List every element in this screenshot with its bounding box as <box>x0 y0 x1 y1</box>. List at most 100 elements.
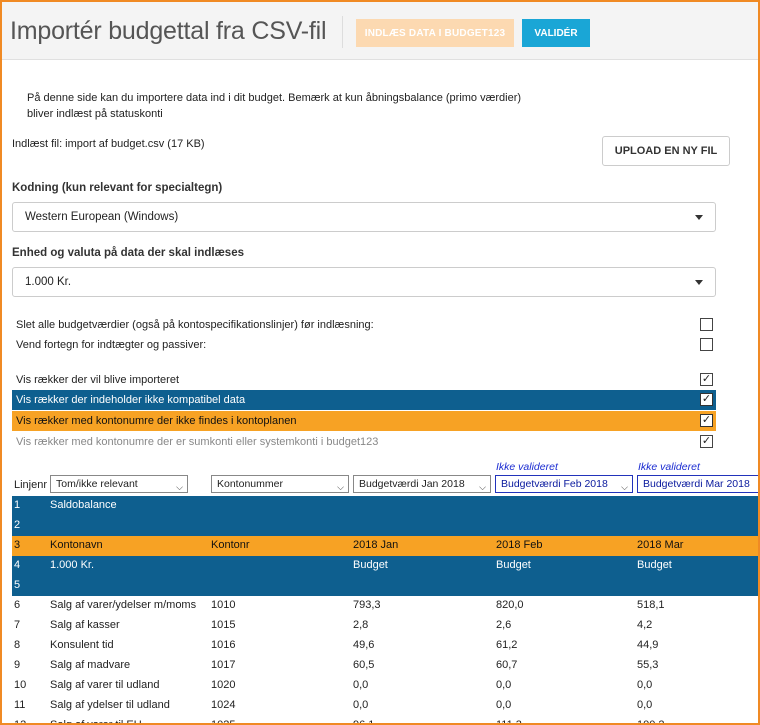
table-cell: 111,3 <box>496 719 522 725</box>
table-cell: 0,0 <box>496 679 512 691</box>
option-checkbox[interactable] <box>700 318 713 331</box>
table-row: 4 1.000 Kr. Budget Budget Budget <box>12 556 758 576</box>
filter-checkbox[interactable]: ✓ <box>700 393 713 406</box>
load-into-budget-button[interactable]: INDLÆS DATA I BUDGET123 <box>356 19 514 47</box>
column-select-3-value: Budgetværdi Jan 2018 <box>359 478 465 490</box>
upload-new-file-button[interactable]: UPLOAD EN NY FIL <box>602 136 730 166</box>
table-cell: 2018 Mar <box>637 539 684 551</box>
filter-checkbox[interactable]: ✓ <box>700 373 713 386</box>
chevron-down-icon <box>695 215 703 220</box>
column-select-2[interactable]: Kontonummer ⌵ <box>211 475 349 493</box>
table-row: 8 Konsulent tid 1016 49,6 61,2 44,9 <box>12 636 758 656</box>
table-row: 5 <box>12 576 758 596</box>
chevron-down-icon: ⌵ <box>337 482 344 492</box>
table-cell: 0,0 <box>353 699 369 711</box>
table-cell: 0,0 <box>353 679 369 691</box>
table-row: 10 Salg af varer til udland 1020 0,0 0,0 0,0 <box>12 676 758 696</box>
table-cell: 55,3 <box>637 659 659 671</box>
unit-label: Enhed og valuta på data der skal indlæse… <box>12 247 244 259</box>
table-cell: 60,7 <box>496 659 518 671</box>
table-row: 12 Salg af varer til EU 1025 96,1 111,3 100,2 <box>12 716 758 725</box>
row-number: 6 <box>14 599 21 611</box>
table-cell: Budget <box>353 559 388 571</box>
option-label: Slet alle budgetværdier (også på kontosp… <box>16 319 374 331</box>
filter-checkbox[interactable]: ✓ <box>700 414 713 427</box>
row-number: 9 <box>14 659 21 671</box>
filter-label: Vis rækker der indeholder ikke kompatibe… <box>16 394 246 406</box>
option-row[interactable]: Slet alle budgetværdier (også på kontosp… <box>12 315 716 335</box>
table-cell: 96,1 <box>353 719 375 725</box>
header-divider <box>342 16 343 48</box>
table-cell: Kontonavn <box>50 539 103 551</box>
table-cell: Budget <box>496 559 531 571</box>
table-cell: Salg af varer til EU <box>50 719 142 725</box>
chevron-down-icon <box>695 280 703 285</box>
row-number: 5 <box>14 579 21 591</box>
data-grid: 1 Saldobalance 2 3 Kontonavn Kontonr 2018 Jan 2… <box>12 496 758 725</box>
filter-label: Vis rækker der vil blive importeret <box>16 374 180 386</box>
table-cell: 100,2 <box>637 719 665 725</box>
option-checkbox[interactable] <box>700 338 713 351</box>
table-cell: 1025 <box>211 719 236 725</box>
row-number: 2 <box>14 519 21 531</box>
encoding-value: Western European (Windows) <box>25 211 179 223</box>
table-cell: 1010 <box>211 599 236 611</box>
table-cell: Salg af madvare <box>50 659 131 671</box>
table-cell: 793,3 <box>353 599 381 611</box>
not-validated-label-mar: Ikke valideret <box>638 461 700 473</box>
table-row: 6 Salg af varer/ydelser m/moms 1010 793,3 82… <box>12 596 758 616</box>
column-select-2-value: Kontonummer <box>217 478 283 490</box>
table-row: 3 Kontonavn Kontonr 2018 Jan 2018 Feb 2018 Ma… <box>12 536 758 556</box>
table-cell: 518,1 <box>637 599 665 611</box>
column-select-1-value: Tom/ikke relevant <box>56 478 138 490</box>
table-cell: 2,8 <box>353 619 369 631</box>
intro-line-2: bliver indlæst på statuskonti <box>27 108 163 120</box>
table-cell: 1024 <box>211 699 236 711</box>
table-cell: 1017 <box>211 659 236 671</box>
loaded-file-info: Indlæst fil: import af budget.csv (17 KB… <box>12 138 205 150</box>
filter-label: Vis rækker med kontonumre der er sumkont… <box>16 436 379 448</box>
table-cell: Salg af varer til udland <box>50 679 160 691</box>
intro-line-1: På denne side kan du importere data ind … <box>27 92 522 104</box>
column-select-3[interactable]: Budgetværdi Jan 2018 ⌵ <box>353 475 491 493</box>
table-cell: 820,0 <box>496 599 524 611</box>
table-row: 11 Salg af ydelser til udland 1024 0,0 0,0 0,… <box>12 696 758 716</box>
table-cell: 0,0 <box>637 699 653 711</box>
table-cell: 49,6 <box>353 639 375 651</box>
linjenr-label: Linjenr <box>14 479 48 491</box>
unit-value: 1.000 Kr. <box>25 276 72 288</box>
table-cell: Budget <box>637 559 672 571</box>
row-number: 12 <box>14 719 27 725</box>
validate-button[interactable]: VALIDÉR <box>522 19 590 47</box>
table-cell: 0,0 <box>496 699 512 711</box>
filter-row[interactable]: Vis rækker der indeholder ikke kompatibe… <box>12 390 716 410</box>
filter-row[interactable]: Vis rækker med kontonumre der er sumkont… <box>12 432 716 452</box>
column-select-4[interactable]: Budgetværdi Feb 2018 ⌵ <box>495 475 633 493</box>
column-select-5[interactable]: Budgetværdi Mar 2018 <box>637 475 758 493</box>
row-number: 10 <box>14 679 27 691</box>
option-row[interactable]: Vend fortegn for indtægter og passiver: <box>12 335 716 355</box>
unit-select[interactable]: 1.000 Kr. <box>12 267 716 297</box>
table-row: 7 Salg af kasser 1015 2,8 2,6 4,2 <box>12 616 758 636</box>
table-cell: 0,0 <box>637 679 653 691</box>
table-cell: Salg af kasser <box>50 619 120 631</box>
filter-row[interactable]: Vis rækker med kontonumre der ikke finde… <box>12 411 716 431</box>
table-cell: 1016 <box>211 639 236 651</box>
table-cell: Konsulent tid <box>50 639 114 651</box>
chevron-down-icon: ⌵ <box>621 482 628 492</box>
table-row: 1 Saldobalance <box>12 496 758 516</box>
table-cell: 1020 <box>211 679 236 691</box>
filter-row[interactable]: Vis rækker der vil blive importeret ✓ <box>12 370 716 390</box>
table-cell: 44,9 <box>637 639 659 651</box>
encoding-select[interactable]: Western European (Windows) <box>12 202 716 232</box>
table-cell: 60,5 <box>353 659 375 671</box>
filter-checkbox[interactable]: ✓ <box>700 435 713 448</box>
column-select-4-value: Budgetværdi Feb 2018 <box>501 478 608 490</box>
row-number: 1 <box>14 499 21 511</box>
not-validated-label-feb: Ikke valideret <box>496 461 558 473</box>
row-number: 7 <box>14 619 21 631</box>
intro-text: På denne side kan du importere data ind … <box>27 90 547 122</box>
table-cell: Kontonr <box>211 539 250 551</box>
column-select-1[interactable]: Tom/ikke relevant ⌵ <box>50 475 188 493</box>
